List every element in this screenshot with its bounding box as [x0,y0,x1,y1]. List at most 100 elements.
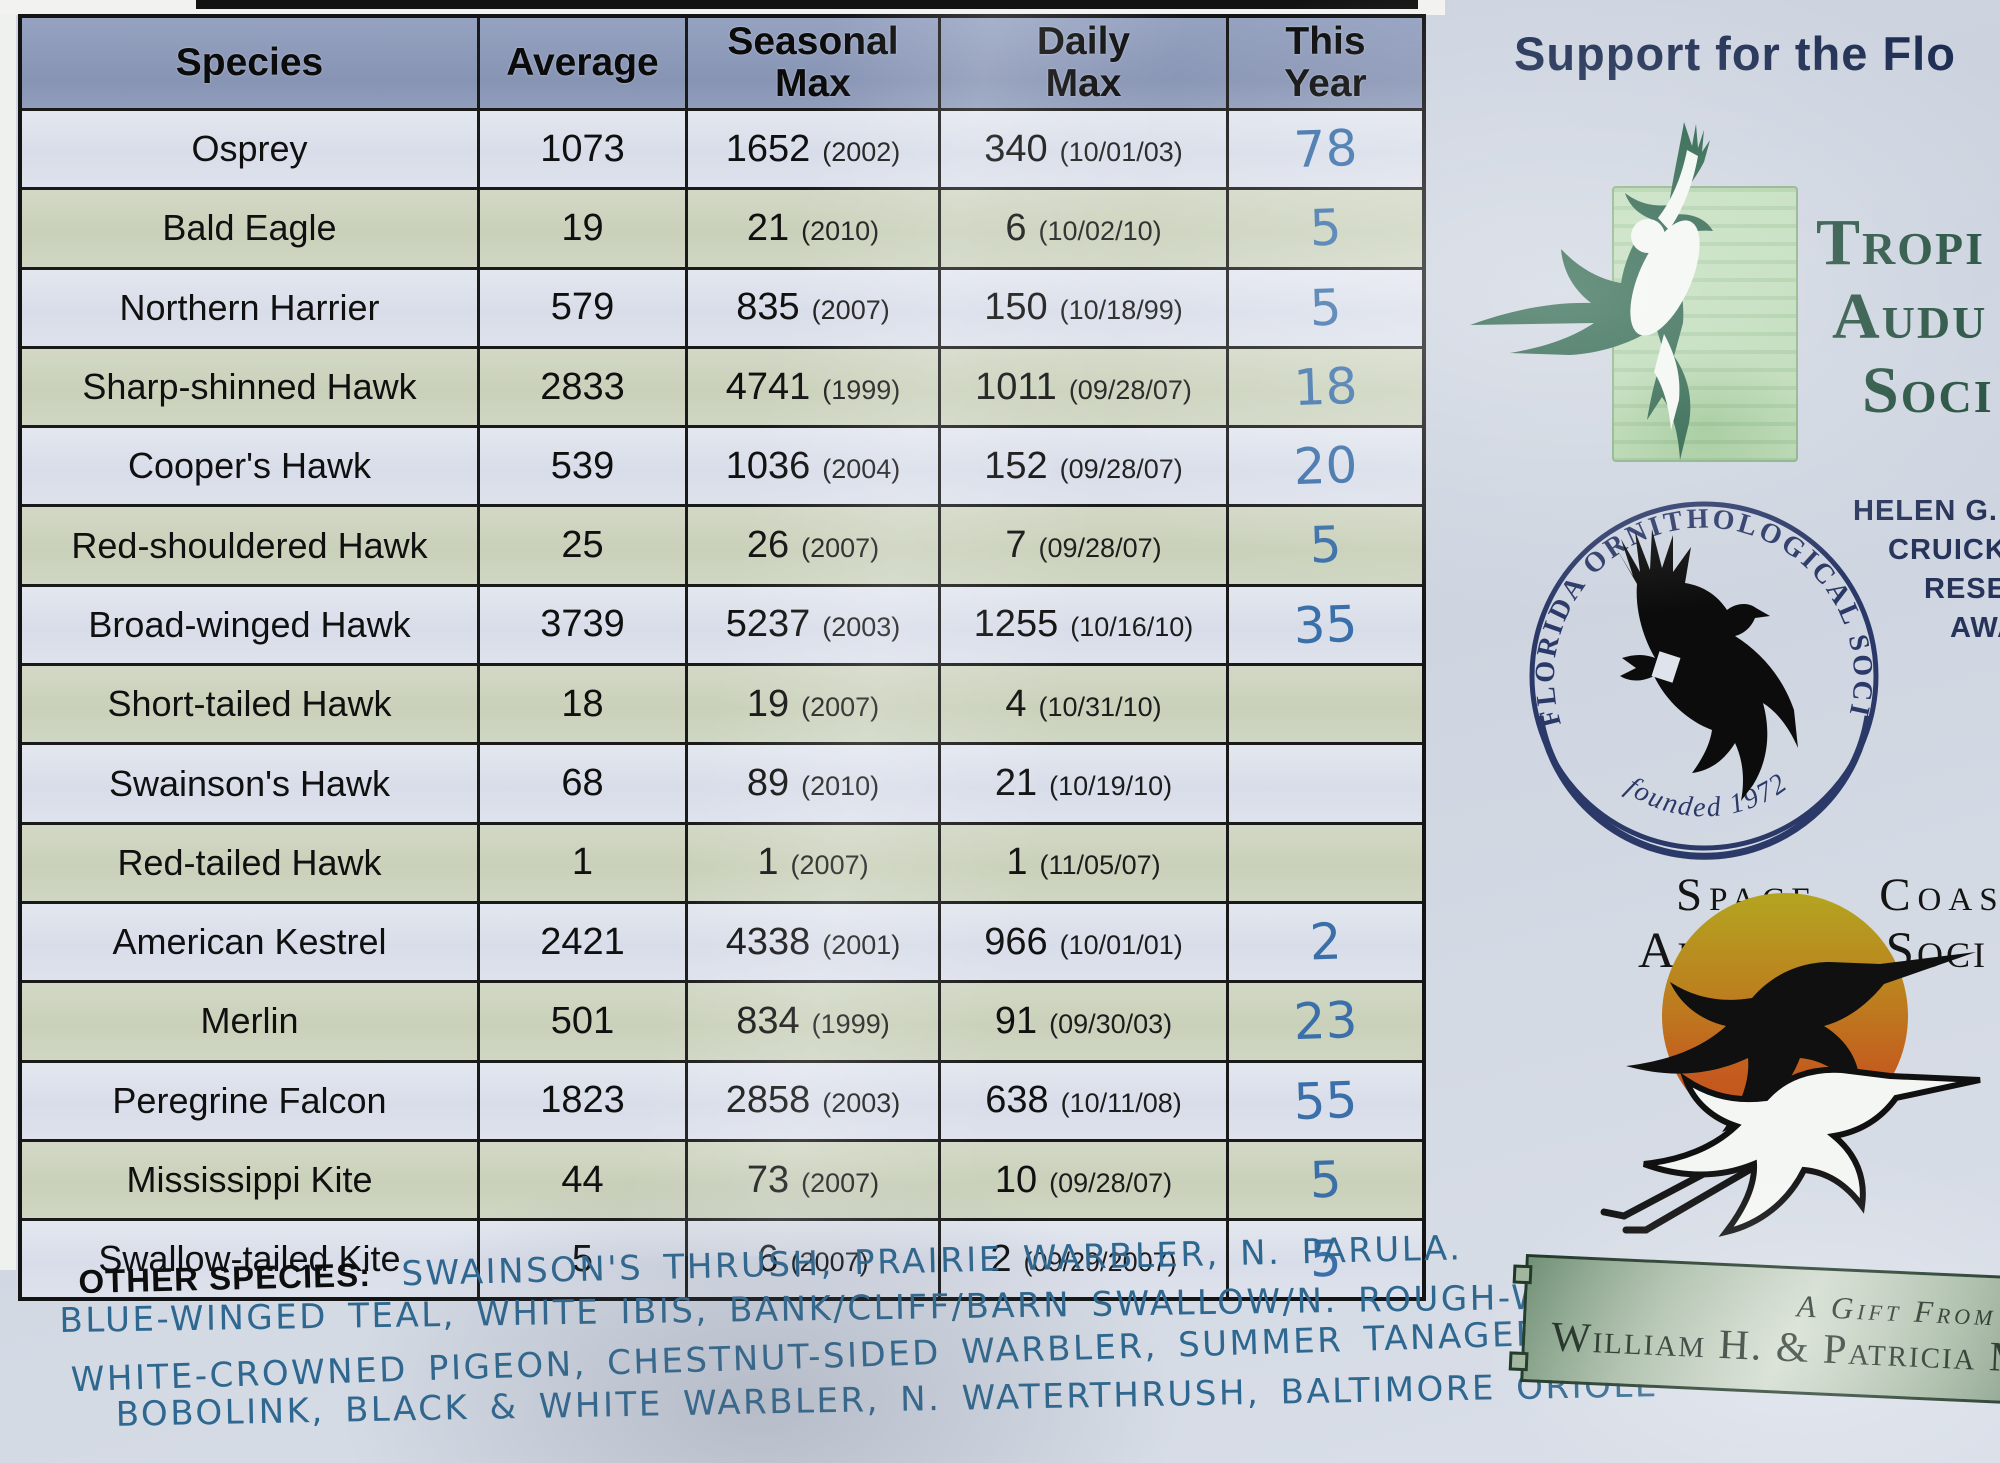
seasonal-max-year: (2002) [822,136,901,167]
table-row: Broad-winged Hawk 3739 5237 (2003) 1255 … [22,586,1422,667]
header-seasonal-max: Seasonal Max [688,18,941,108]
daily-max-value: 150 [984,286,1048,329]
table-row: Sharp-shinned Hawk 2833 4741 (1999) 1011… [22,348,1422,429]
daily-max-value: 7 [1005,524,1027,567]
seasonal-max-value: 89 [746,762,790,805]
daily-max-date: (09/28/07) [1059,453,1183,484]
daily-max-value: 91 [994,999,1038,1042]
species-name: Swallow-tailed Kite [22,1221,480,1298]
table-row: Bald Eagle 19 21 (2010) 6 (10/02/10) 5 [22,190,1422,270]
cruickshank-award-text: HELEN G. & A CRUICKSH RESEAR AWAR [0,492,2000,648]
plaque-notch [1512,1264,1533,1285]
species-name: American Kestrel [22,903,480,981]
daily-max-date: (09/28/07) [1068,374,1192,405]
species-name: Swainson's Hawk [22,745,480,822]
daily-max-value: 10 [994,1158,1038,1201]
daily-max-date: (09/29/2007) [1023,1246,1177,1277]
seasonal-max-cell: 89 (2010) [688,745,941,822]
table-header-row: Species Average Seasonal Max Daily Max T… [22,18,1422,111]
table-row: Cooper's Hawk 539 1036 (2004) 152 (09/28… [22,428,1422,508]
donor-plaque: A Gift From William H. & Patricia M. K [1508,1254,2000,1405]
daily-max-cell: 10 (09/28/07) [941,1141,1229,1219]
daily-max-date: (10/02/10) [1038,215,1162,246]
daily-max-cell: 21 (10/19/10) [941,745,1229,822]
seasonal-max-year: (2007) [790,1246,869,1277]
species-name: Sharp-shinned Hawk [22,348,480,426]
seasonal-max-value: 5237 [725,603,811,646]
daily-max-date: (09/28/07) [1049,1167,1173,1198]
average-value: 2833 [480,348,688,426]
seasonal-max-cell: 1036 (2004) [688,428,941,505]
this-year-handwritten-count: 18 [1292,356,1359,418]
daily-max-cell: 152 (09/28/07) [941,428,1229,505]
average-value: 5 [480,1221,688,1298]
species-name: Osprey [22,111,480,188]
species-name: Mississippi Kite [22,1141,480,1219]
seasonal-max-year: (2003) [822,612,901,643]
daily-max-value: 152 [984,444,1048,487]
daily-max-value: 1255 [973,603,1059,646]
seasonal-max-cell: 834 (1999) [688,983,941,1060]
this-year-handwritten-count [1228,663,1424,746]
daily-max-date: (11/05/07) [1039,850,1161,881]
this-year-handwritten-count: 78 [1292,119,1359,180]
seasonal-max-value: 2858 [725,1079,811,1122]
species-table-body: Osprey 1073 1 6 5 2 (2002) 340 (10/01/03) 7… [22,111,1424,1298]
header-average: Average [480,18,688,108]
table-row: Swainson's Hawk 68 89 (2010) 21 (10/19/1… [22,745,1422,825]
average-value: 19 [480,190,688,267]
table-row: Red-tailed Hawk 1 1 (2007) 1 (11/05/07) [22,824,1422,904]
this-year-handwritten-count: 5 [1308,198,1343,258]
species-name: Red-shouldered Hawk [22,507,480,584]
average-value: 25 [480,507,688,584]
daily-max-cell: 150 (10/18/99) [941,269,1229,346]
average-value: 3739 [480,586,688,664]
species-tally-table: Species Average Seasonal Max Daily Max T… [18,14,1426,1302]
daily-max-value: 340 [984,127,1048,170]
header-species: Species [22,18,480,108]
average-value: 579 [480,269,688,346]
daily-max-value: 1011 [975,365,1057,408]
daily-max-cell: 91 (09/30/03) [941,983,1229,1060]
seasonal-max-cell: 6 (2007) [688,1221,941,1298]
table-row: Northern Harrier 579 835 (2007) 150 (10/… [22,269,1422,349]
daily-max-cell: 2 (09/29/2007) [941,1221,1229,1298]
seasonal-max-cell: 4338 (2001) [688,903,941,981]
tropical-audubon-name: Tropi Audu Soci [1816,206,2000,428]
table-row: Peregrine Falcon 1823 2858 (2003) 638 (1… [22,1062,1422,1142]
average-value: 1073 [480,111,688,188]
daily-max-cell: 4 (10/31/10) [941,666,1229,743]
seasonal-max-cell: 1 (2007) [688,824,941,901]
flying-herons-icon [1600,952,1981,1237]
seasonal-max-cell: 5237 (2003) [688,586,941,664]
daily-max-date: (10/01/01) [1059,929,1183,960]
table-row: Mississippi Kite 44 73 (2007) 10 (09/28/… [22,1141,1422,1222]
fos-raptor-icon [1615,529,1798,801]
average-value: 1823 [480,1062,688,1139]
daily-max-cell: 340 (10/01/03) [941,111,1229,188]
species-name: Bald Eagle [22,190,480,267]
seasonal-max-cell: 73 (2007) [688,1141,941,1219]
species-name: Broad-winged Hawk [22,586,480,664]
table-row: Merlin 501 834 (1999) 91 (09/30/03) 23 [22,983,1422,1063]
daily-max-value: 2 [990,1237,1012,1280]
seasonal-max-cell: 19 (2007) [688,666,941,743]
banner-top-edge [196,0,1418,9]
florida-ornithological-society-logo: FLORIDA ORNITHOLOGICAL SOCIETY founded 1… [1512,484,1879,860]
daily-max-date: (10/16/10) [1070,612,1194,643]
award-line: AWAR [1950,612,2000,644]
table-row: Red-shouldered Hawk 25 26 (2007) 7 (09/2… [22,507,1422,587]
seasonal-max-value: 1 [757,841,779,884]
seasonal-max-year: (2004) [822,453,901,484]
seasonal-max-value: 1036 [725,444,811,487]
seasonal-max-year: (2007) [790,850,869,881]
daily-max-value: 4 [1005,682,1027,725]
daily-max-value: 638 [985,1079,1049,1122]
daily-max-cell: 7 (09/28/07) [941,507,1229,584]
average-value: 2421 [480,903,688,981]
seasonal-max-year: (1999) [822,374,901,405]
daily-max-value: 6 [1005,206,1027,249]
species-name: Cooper's Hawk [22,428,480,505]
daily-max-cell: 1011 (09/28/07) [941,348,1229,426]
daily-max-date: (10/19/10) [1049,771,1173,802]
